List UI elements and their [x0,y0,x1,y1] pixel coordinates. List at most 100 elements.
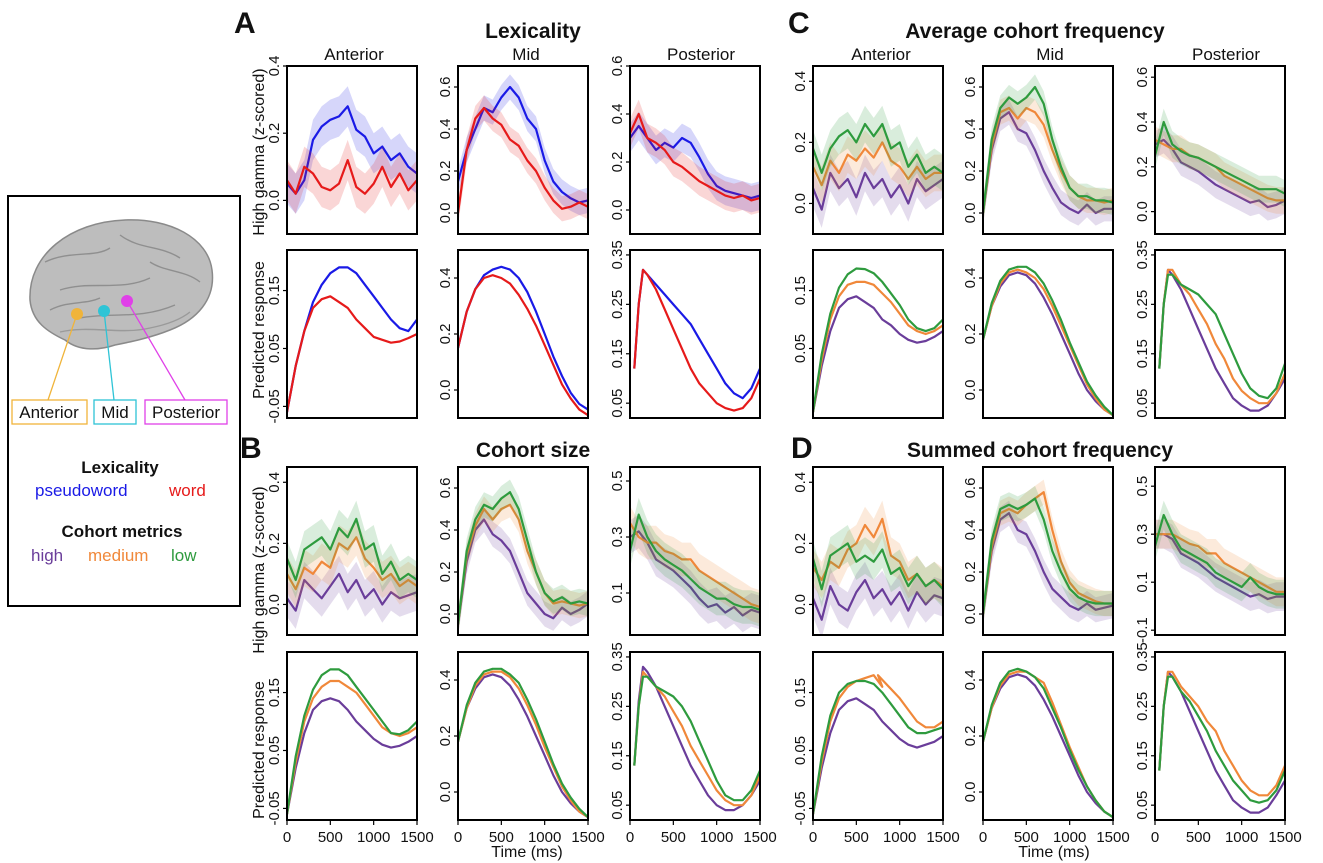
series-line-word [630,112,760,202]
panel-title-a: Lexicality [485,20,581,43]
region-box-anterior [11,399,88,425]
series-line-low [1158,675,1285,804]
subplot-b-posterior-predicted: 0.05 0.15 0.25 0.35 [609,642,761,821]
band-low [813,105,943,192]
band-medium [287,518,417,608]
series-line-medium [1155,533,1285,593]
x-tick-label: 1500 [571,829,604,846]
series-line-medium [813,141,943,187]
xlabel-b: Time (ms) [491,844,562,861]
y-tick-label: 0.0 [609,200,626,221]
plot-frame [457,65,589,235]
panel-letter-c: C [788,7,810,40]
band-pseudoword [458,74,588,216]
series-line-high [983,111,1113,215]
y-tick-label: 0.25 [1134,290,1151,319]
series-line-pseudoword [630,124,760,200]
y-tick-label: 0.4 [962,119,979,140]
y-tick-label: 0.4 [266,472,283,493]
column-label-anterior-a: Anterior [324,45,384,64]
x-tick-label: 0 [283,829,291,846]
panel-letter-a: A [234,7,256,40]
subplot-b-mid-predicted: 0.0 0.2 0.4 [437,651,589,821]
subplot-d-posterior-predicted: 0.05 0.15 0.25 0.35 [1134,642,1286,821]
series-line-medium [813,674,943,815]
subplot-c-posterior-observed: 0.0 0.2 0.4 0.6 [1134,65,1286,235]
y-tick-label: 0.05 [266,334,283,363]
band-low [287,500,417,599]
legend-lexicality-title: Lexicality [81,458,159,477]
y-tick-label: 0.0 [962,203,979,224]
series-line-high [1155,138,1285,209]
series-line-medium [458,670,588,819]
y-tick-label: -0.05 [792,791,809,825]
band-word [630,99,760,215]
y-tick-label: 0.05 [609,791,626,820]
y-tick-label: 0.25 [609,692,626,721]
x-tick-label: 500 [844,829,869,846]
series-line-high [630,530,760,617]
plot-frame [286,466,418,636]
series-line-high [1158,268,1285,412]
series-line-low [813,122,943,174]
plot-area: 0.0 0.2 0.4 0.0 0.2 0.4 0.6 0.0 0.2 0.4 0.6 -0.05 0.… [266,56,1286,826]
xlabel-d: Time (ms) [1018,844,1089,861]
y-tick-label: 0.4 [792,71,809,92]
plot-frame [812,651,944,821]
series-line-medium [287,536,417,591]
y-tick-label: 0.2 [962,161,979,182]
series-line-low [458,667,588,818]
y-tick-label: 0.2 [962,726,979,747]
y-tick-label: 0.5 [609,471,626,492]
series-line-high [813,697,943,815]
y-tick-label: 0.0 [437,604,454,625]
x-tick-label: 1000 [1053,829,1086,846]
series-line-high [813,171,943,211]
legend-item-medium: medium [88,546,148,565]
x-tick-label: 1500 [1096,829,1129,846]
y-tick-label: 0.2 [962,324,979,345]
column-label-posterior-a: Posterior [667,45,735,64]
legend-cohort-title: Cohort metrics [62,522,183,541]
series-line-low [983,85,1113,214]
y-tick-label: 0.35 [1134,642,1151,671]
y-tick-label: 0.15 [609,741,626,770]
y-tick-label: 0.4 [437,670,454,691]
series-line-medium [983,268,1113,417]
series-line-high [813,578,943,621]
subplot-c-anterior-observed: 0.0 0.2 0.4 [792,65,944,235]
y-tick-label: 0.15 [609,339,626,368]
x-tick-labels: 0 500 1000 1500 0 500 1000 1500 0 500 1000 1500 0 500… [283,820,1302,846]
column-label-mid-a: Mid [512,45,539,64]
ylabel-top-a: High gamma (z-scored) [251,68,268,235]
series-line-medium [458,503,588,625]
y-tick-label: -0.05 [266,389,283,423]
series-line-pseudoword [458,265,588,411]
x-tick-label: 0 [626,829,634,846]
plot-frame [629,466,761,636]
series-line-word [458,274,588,417]
series-line-low [813,542,943,591]
y-tick-label: 0.2 [792,132,809,153]
y-tick-label: 0.15 [266,276,283,305]
y-tick-label: 0.2 [962,562,979,583]
band-medium [983,479,1113,627]
y-tick-label: 0.5 [1134,476,1151,497]
y-tick-label: 0.15 [266,678,283,707]
band-word [458,95,588,226]
y-tick-label: 0.15 [792,678,809,707]
series-line-medium [633,670,760,807]
band-high [287,555,417,629]
subplot-c-mid-predicted: 0.0 0.2 0.4 [962,249,1114,419]
y-tick-label: 0.2 [437,324,454,345]
series-line-medium [813,280,943,413]
subplot-c-anterior-predicted: 0.05 0.15 [792,249,944,419]
x-tick-label: 500 [1186,829,1211,846]
region-label-mid: Mid [101,403,128,422]
series-line-high [983,512,1113,615]
y-tick-label: 0.4 [1134,112,1151,133]
subplot-a-mid-observed: 0.0 0.2 0.4 0.6 [437,65,589,235]
subplot-c-mid-observed: 0.0 0.2 0.4 0.6 [962,65,1114,235]
series-line-low [983,667,1113,819]
